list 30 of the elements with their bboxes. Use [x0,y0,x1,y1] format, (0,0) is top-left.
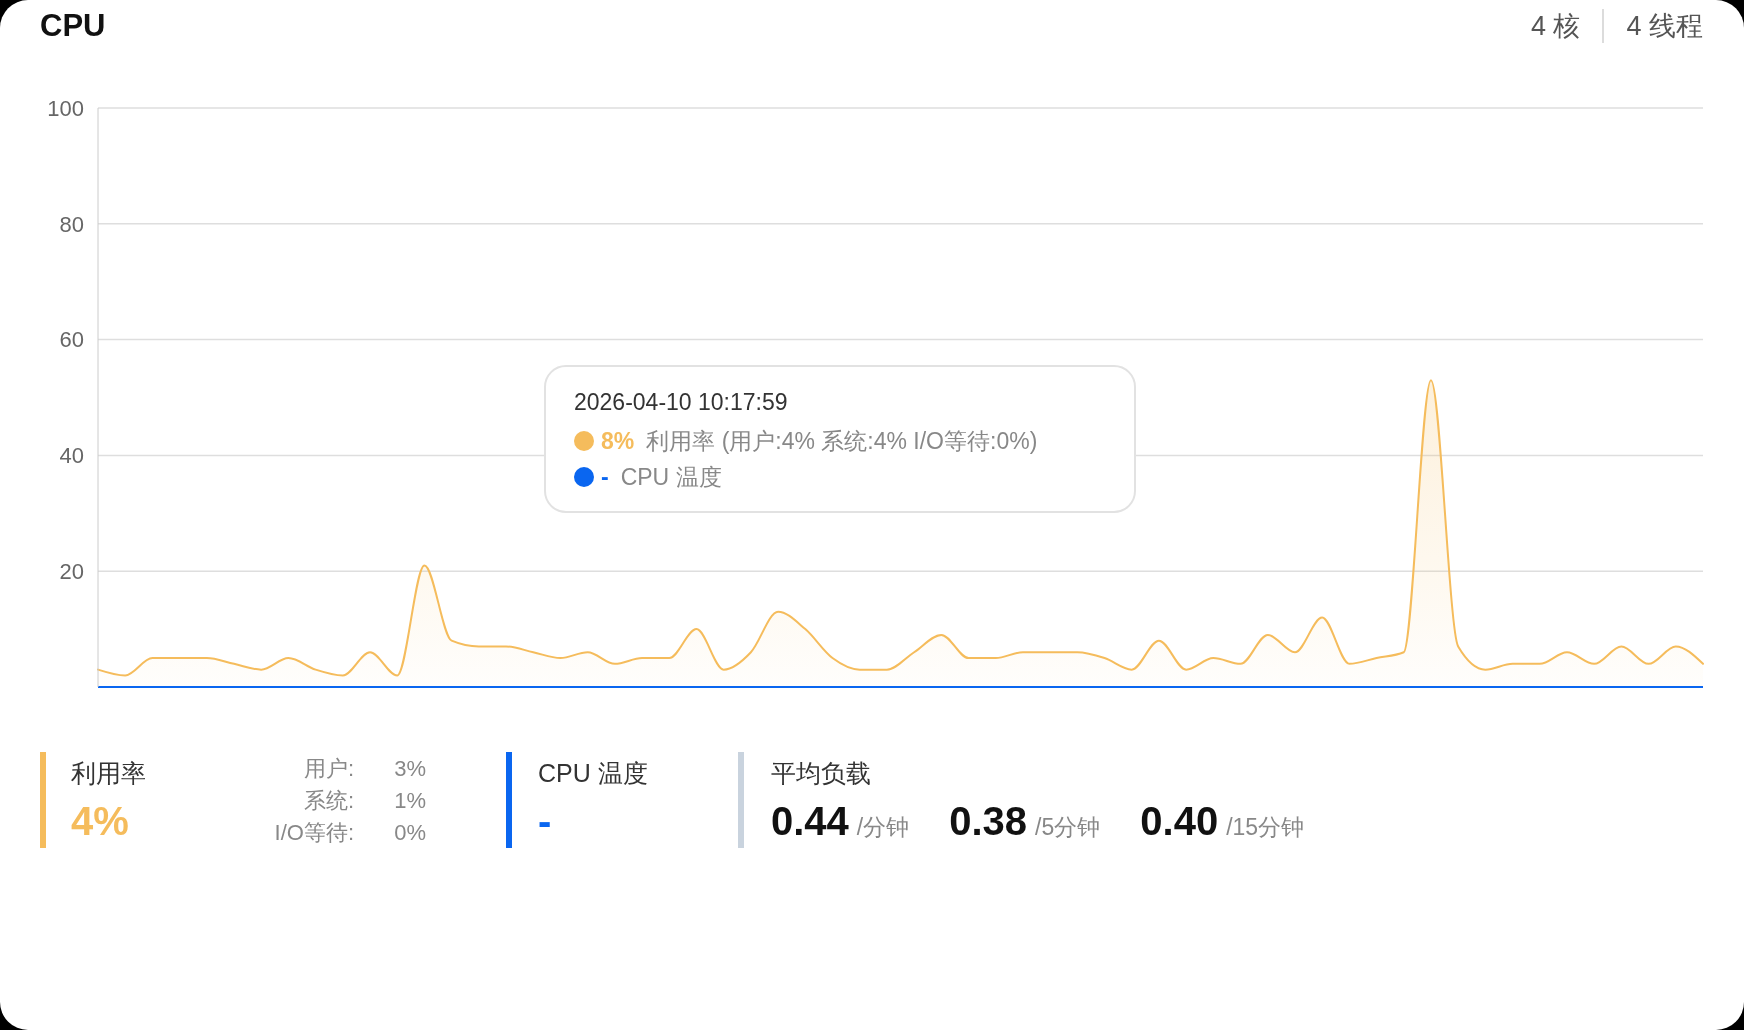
legend-label: 利用率 (用户:4% 系统:4% I/O等待:0%) [646,427,1038,456]
annotation: - [601,463,609,492]
text: 0.44 [771,799,849,843]
text: 0.38 [949,799,1028,843]
legend-label: CPU 温度 [620,463,722,492]
text: 4% [71,799,129,843]
legend-title: 2026-04-10 10:17:59 [574,389,788,415]
text: 4 线程 [1626,10,1703,43]
text: /5分钟 [1035,814,1101,840]
text: 0% [394,820,426,845]
text: /分钟 [856,814,910,840]
y-tick-label: 40 [59,443,84,469]
text: I/O等待: [274,820,354,845]
text: 0.40 [1140,799,1219,843]
y-tick-label: 20 [59,559,84,585]
text: 系统: [303,788,354,813]
text: 利用率 [71,759,146,787]
y-tick-label: 80 [59,211,84,237]
text: /15分钟 [1226,814,1305,840]
text: 4 核 [1530,10,1581,43]
text: - [538,799,552,843]
text: 用户: [303,756,354,781]
text: 1% [394,788,426,813]
y-tick-label: 100 [47,95,84,121]
chart-title: CPU [40,8,106,43]
text: 3% [394,756,426,781]
annotation: 8% [601,427,635,456]
y-tick-label: 60 [59,327,84,353]
text: CPU 温度 [538,759,648,787]
text: 平均负载 [771,759,871,787]
